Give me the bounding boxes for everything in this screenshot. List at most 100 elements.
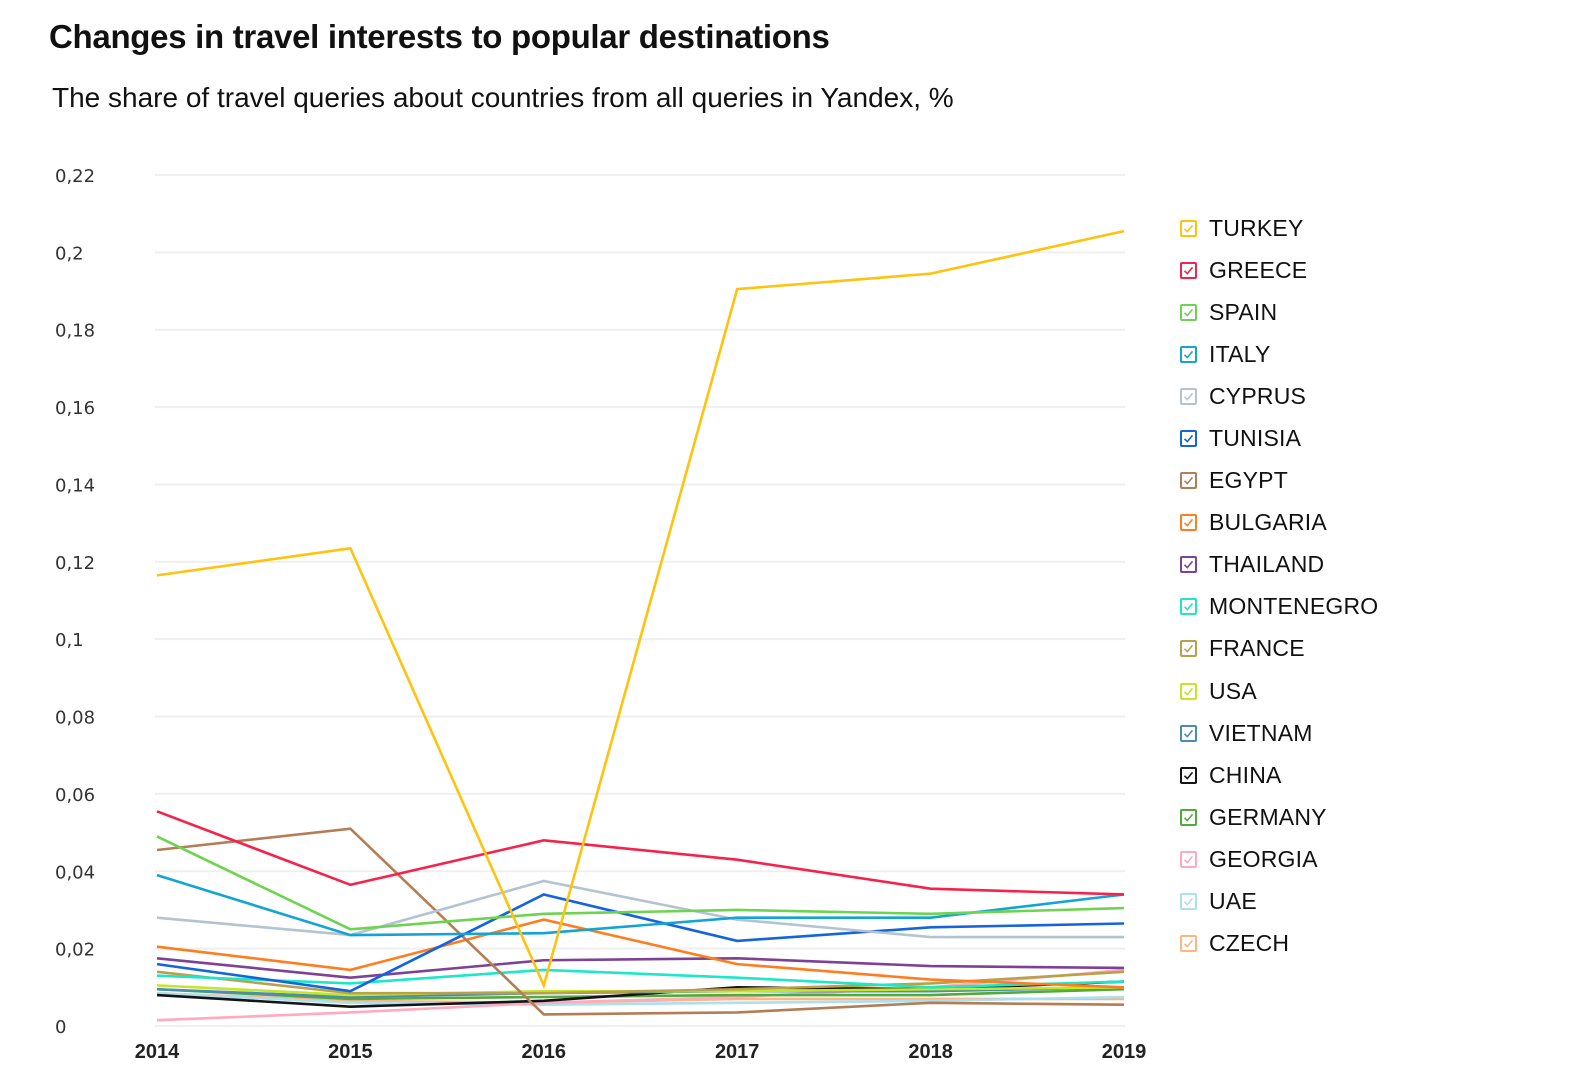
legend-label: GREECE [1209, 256, 1308, 283]
checkbox-checked-icon[interactable] [1180, 219, 1197, 237]
y-tick-label: 0,14 [55, 475, 95, 496]
series-line-georgia [156, 968, 1125, 1022]
legend-item-cyprus[interactable]: CYPRUS [1180, 375, 1378, 417]
legend-item-thailand[interactable]: THAILAND [1180, 544, 1378, 586]
legend-label: UAE [1209, 888, 1257, 915]
legend-item-uae[interactable]: UAE [1180, 881, 1378, 923]
checkmark-icon [1183, 645, 1194, 654]
legend-item-turkey[interactable]: TURKEY [1180, 207, 1378, 249]
checkbox-checked-icon[interactable] [1180, 808, 1197, 826]
x-tick-label: 2019 [1102, 1041, 1147, 1063]
legend-item-bulgaria[interactable]: BULGARIA [1180, 502, 1378, 544]
legend-item-czech[interactable]: CZECH [1180, 923, 1378, 965]
series-line-egypt [156, 827, 1125, 1016]
legend-label: ITALY [1209, 340, 1271, 367]
legend-item-italy[interactable]: ITALY [1180, 333, 1378, 375]
legend-label: TUNISIA [1209, 425, 1302, 452]
y-tick-label: 0,06 [55, 785, 95, 806]
checkbox-checked-icon[interactable] [1180, 640, 1197, 658]
legend-label: THAILAND [1209, 551, 1325, 578]
legend-item-spain[interactable]: SPAIN [1180, 291, 1378, 333]
series-line-uae [156, 991, 1125, 1007]
series-lines [156, 229, 1125, 1022]
x-tick-label: 2016 [522, 1041, 567, 1063]
checkmark-icon [1183, 519, 1194, 527]
checkbox-checked-icon[interactable] [1180, 261, 1197, 279]
checkbox-checked-icon[interactable] [1180, 766, 1197, 784]
legend-item-egypt[interactable]: EGYPT [1180, 460, 1378, 502]
series-line-turkey [156, 229, 1125, 990]
y-tick-label: 0,02 [55, 940, 95, 961]
legend-label: TURKEY [1209, 214, 1304, 241]
legend-label: BULGARIA [1209, 509, 1327, 536]
checkmark-icon [1183, 561, 1194, 570]
legend-label: FRANCE [1209, 635, 1305, 662]
x-axis: 2014 2015 2016 2017 2018 2019 [135, 1041, 1147, 1063]
checkmark-icon [1183, 392, 1194, 401]
legend: TURKEY GREECE SPAIN ITALY CYPRUS TUNISIA EGYPT… [1180, 207, 1378, 965]
series-line-germany [156, 987, 1125, 1001]
checkbox-checked-icon[interactable] [1180, 682, 1197, 700]
legend-label: USA [1209, 677, 1257, 704]
legend-item-vietnam[interactable]: VIETNAM [1180, 712, 1378, 754]
checkbox-checked-icon[interactable] [1180, 935, 1197, 953]
y-tick-label: 0,04 [55, 862, 95, 883]
checkmark-icon [1183, 266, 1194, 275]
checkbox-checked-icon[interactable] [1180, 303, 1197, 321]
checkbox-checked-icon[interactable] [1180, 514, 1197, 532]
checkmark-icon [1183, 771, 1194, 780]
x-tick-label: 2014 [135, 1041, 180, 1063]
y-tick-label: 0,08 [55, 708, 95, 729]
checkmark-icon [1183, 729, 1194, 738]
series-line-tunisia [156, 893, 1125, 993]
checkbox-checked-icon[interactable] [1180, 430, 1197, 448]
legend-item-china[interactable]: CHINA [1180, 754, 1378, 796]
checkbox-checked-icon[interactable] [1180, 556, 1197, 574]
checkmark-icon [1183, 813, 1194, 822]
legend-item-greece[interactable]: GREECE [1180, 249, 1378, 291]
legend-item-germany[interactable]: GERMANY [1180, 796, 1378, 838]
checkmark-icon [1183, 687, 1194, 696]
checkmark-icon [1183, 434, 1194, 443]
checkbox-checked-icon[interactable] [1180, 893, 1197, 911]
legend-label: MONTENEGRO [1209, 593, 1379, 620]
legend-label: VIETNAM [1209, 719, 1313, 746]
checkmark-icon [1183, 476, 1194, 485]
legend-label: SPAIN [1209, 298, 1278, 325]
legend-item-tunisia[interactable]: TUNISIA [1180, 417, 1378, 459]
series-line-cyprus [156, 879, 1124, 939]
legend-label: GEORGIA [1209, 845, 1318, 872]
legend-item-usa[interactable]: USA [1180, 670, 1378, 712]
x-tick-label: 2018 [908, 1041, 953, 1063]
chart-title: Changes in travel interests to popular d… [49, 18, 830, 55]
x-tick-label: 2015 [328, 1041, 373, 1063]
legend-label: EGYPT [1209, 467, 1288, 494]
y-tick-label: 0,2 [55, 243, 84, 264]
y-tick-label: 0,16 [55, 398, 95, 419]
legend-item-france[interactable]: FRANCE [1180, 628, 1378, 670]
checkbox-checked-icon[interactable] [1180, 598, 1197, 616]
checkmark-icon [1183, 308, 1194, 317]
gridlines [155, 174, 1125, 1027]
series-line-bulgaria [156, 918, 1125, 989]
legend-item-georgia[interactable]: GEORGIA [1180, 838, 1378, 880]
checkbox-checked-icon[interactable] [1180, 387, 1197, 405]
checkbox-checked-icon[interactable] [1180, 724, 1197, 742]
checkbox-checked-icon[interactable] [1180, 472, 1197, 490]
series-line-thailand [156, 957, 1125, 979]
y-tick-label: 0,1 [55, 630, 84, 651]
legend-label: CZECH [1209, 930, 1290, 957]
checkbox-checked-icon[interactable] [1180, 850, 1197, 868]
checkbox-checked-icon[interactable] [1180, 345, 1197, 363]
checkmark-icon [1183, 855, 1194, 864]
x-tick-label: 2017 [715, 1041, 760, 1063]
y-tick-label: 0 [55, 1017, 66, 1038]
series-line-greece [156, 810, 1125, 896]
series-line-spain [156, 835, 1125, 931]
checkmark-icon [1183, 603, 1194, 612]
legend-item-montenegro[interactable]: MONTENEGRO [1180, 586, 1378, 628]
y-axis: 0 0,02 0,04 0,06 0,08 0,1 0,12 0,14 0,16 0,18 0,2 0… [55, 166, 95, 1038]
y-tick-label: 0,18 [55, 321, 95, 342]
checkmark-icon [1183, 940, 1194, 948]
